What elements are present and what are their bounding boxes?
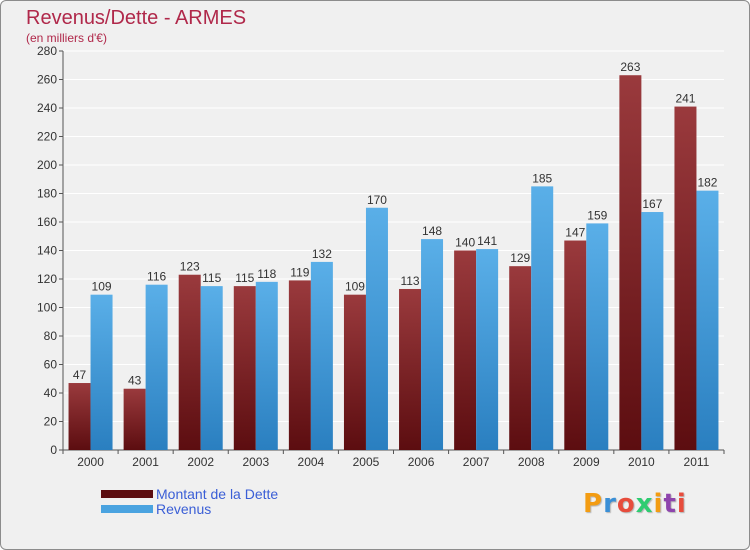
y-tick-label: 220	[37, 130, 57, 144]
labels: 0 20 40 60 80 100 120 140 160 180 200 220 240 260 280 2…	[37, 44, 718, 469]
chart-subtitle: (en milliers d'€)	[26, 31, 107, 45]
x-tick-label: 2008	[518, 455, 545, 469]
revenue-bar	[421, 239, 444, 450]
logo-letter: o	[616, 489, 636, 519]
revenue-bar	[145, 284, 168, 450]
debt-bar	[123, 388, 146, 450]
revenue-bar	[310, 261, 333, 450]
y-tick-label: 160	[37, 215, 57, 229]
logo-letter: P	[583, 489, 604, 519]
y-tick-label: 120	[37, 272, 57, 286]
revenue-value-label: 132	[312, 247, 332, 261]
revenue-bar	[365, 207, 388, 450]
bars	[68, 75, 719, 450]
revenue-value-label: 185	[532, 171, 552, 185]
revenue-bar	[476, 249, 499, 450]
revenue-bar	[531, 186, 554, 450]
legend-label-revenue: Revenus	[156, 500, 212, 517]
y-tick-label: 40	[44, 386, 58, 400]
grid-lines	[59, 50, 725, 454]
debt-bar	[68, 383, 91, 450]
debt-value-label: 109	[345, 280, 365, 294]
debt-value-label: 115	[235, 271, 254, 285]
debt-bar	[564, 240, 587, 450]
y-tick-label: 0	[50, 443, 57, 457]
logo-letter: i	[676, 489, 687, 519]
revenue-value-label: 109	[92, 280, 112, 294]
x-tick-label: 2006	[408, 455, 435, 469]
revenue-bar	[586, 223, 609, 450]
y-tick-label: 260	[37, 73, 57, 87]
y-tick-label: 280	[37, 44, 57, 58]
x-tick-label: 2003	[242, 455, 269, 469]
x-tick-label: 2002	[187, 455, 214, 469]
x-tick-label: 2004	[298, 455, 325, 469]
revenue-value-label: 116	[147, 270, 166, 284]
debt-bar	[399, 288, 422, 450]
debt-value-label: 140	[455, 236, 475, 250]
chart-title: Revenus/Dette - ARMES	[26, 7, 247, 29]
revenue-value-label: 159	[587, 208, 607, 222]
debt-value-label: 113	[400, 274, 419, 288]
x-tick-label: 2001	[132, 455, 159, 469]
revenue-bar	[696, 190, 719, 450]
revenue-value-label: 167	[642, 197, 662, 211]
debt-value-label: 147	[565, 226, 585, 240]
debt-value-label: 43	[128, 374, 142, 388]
debt-value-label: 123	[180, 260, 200, 274]
y-tick-label: 140	[37, 244, 57, 258]
debt-bar	[288, 280, 311, 450]
debt-bar	[509, 266, 532, 450]
x-tick-label: 2007	[463, 455, 490, 469]
x-tick-label: 2011	[684, 455, 710, 469]
y-tick-label: 240	[37, 101, 57, 115]
debt-value-label: 119	[290, 265, 309, 279]
revenue-value-label: 148	[422, 224, 442, 238]
legend-item-debt: Montant de la Dette	[101, 485, 279, 502]
revenue-bar	[200, 286, 223, 450]
logo-letter: x	[635, 489, 654, 519]
revenue-bar	[90, 294, 113, 450]
debt-value-label: 241	[675, 92, 695, 106]
x-tick-label: 2005	[353, 455, 380, 469]
legend-label-debt: Montant de la Dette	[156, 485, 279, 502]
x-tick-label: 2010	[628, 455, 655, 469]
debt-bar	[454, 250, 477, 450]
proxiti-logo: Proxiti	[583, 489, 687, 519]
debt-bar	[343, 294, 366, 450]
legend-swatch-debt	[101, 489, 153, 498]
x-tick-label: 2000	[77, 455, 104, 469]
legend: Montant de la Dette Revenus	[101, 485, 279, 517]
revenue-bar	[255, 281, 278, 450]
debt-value-label: 129	[510, 251, 530, 265]
y-tick-label: 60	[44, 358, 58, 372]
debt-bar	[233, 286, 256, 450]
y-tick-label: 80	[44, 329, 58, 343]
revenue-value-label: 115	[202, 271, 221, 285]
debt-bar	[674, 106, 697, 450]
debt-bar	[619, 75, 642, 450]
logo-letter: r	[603, 489, 617, 519]
revenue-value-label: 170	[367, 193, 387, 207]
debt-value-label: 47	[73, 368, 87, 382]
y-tick-label: 100	[37, 301, 57, 315]
logo-letter: t	[663, 489, 677, 519]
y-tick-label: 200	[37, 158, 57, 172]
revenue-value-label: 118	[257, 267, 276, 281]
x-tick-label: 2009	[573, 455, 600, 469]
y-tick-label: 180	[37, 187, 57, 201]
revenue-value-label: 141	[477, 234, 497, 248]
logo-letter: i	[653, 489, 664, 519]
debt-bar	[178, 274, 201, 450]
revenue-bar	[641, 212, 664, 450]
revenue-value-label: 182	[697, 176, 717, 190]
legend-swatch-revenue	[101, 504, 153, 513]
y-tick-label: 20	[44, 415, 58, 429]
legend-item-revenue: Revenus	[101, 500, 278, 517]
debt-value-label: 263	[620, 60, 640, 74]
